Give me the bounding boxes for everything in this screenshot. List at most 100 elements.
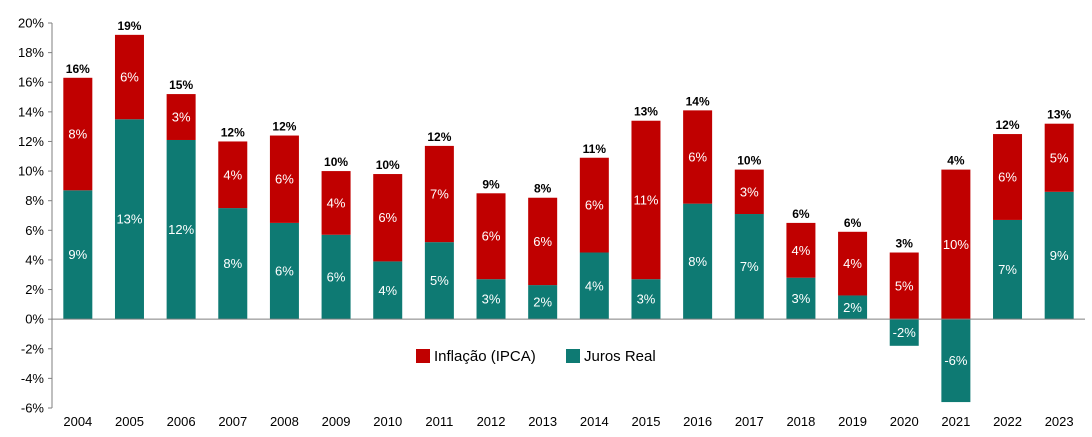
label-inflacao: 5% — [1050, 150, 1069, 165]
bar-juros-real — [941, 319, 971, 403]
label-juros-real: -6% — [944, 353, 968, 368]
label-total: 13% — [1047, 108, 1071, 122]
bar-inflacao — [166, 94, 196, 140]
bar-inflacao — [63, 77, 93, 191]
label-total: 12% — [272, 120, 296, 134]
bars-group: 9% 8% 16% 13% 6% 19% 12% 3% 15% 8% 4% 12% 6% 6% 12% 6% 4… — [63, 19, 1074, 403]
bar-juros-real — [786, 277, 816, 320]
bar-inflacao — [941, 169, 971, 320]
bar-inflacao — [218, 141, 248, 209]
x-tick-label: 2015 — [632, 414, 661, 429]
label-total: 3% — [896, 237, 914, 251]
label-inflacao: 8% — [68, 127, 87, 142]
x-tick-label: 2023 — [1045, 414, 1074, 429]
x-axis: 2004 2005 2006 2007 2008 2009 2010 2011 2012 2013… — [52, 318, 1085, 429]
label-juros-real: 3% — [792, 291, 811, 306]
bar-juros-real — [218, 208, 248, 320]
bar-juros-real — [631, 279, 661, 320]
label-total: 19% — [117, 19, 141, 33]
y-axis: -6% -4% -2% 0% 2% 4% 6% 8% 10% 12% 14% 16% 18% 20% — [18, 16, 53, 416]
bar-juros-real — [889, 319, 919, 346]
bar-inflacao — [993, 134, 1023, 220]
label-inflacao: 3% — [740, 184, 759, 199]
label-total: 12% — [427, 130, 451, 144]
label-juros-real: 9% — [1050, 248, 1069, 263]
x-tick-label: 2004 — [63, 414, 92, 429]
x-tick-label: 2016 — [683, 414, 712, 429]
x-tick-label: 2017 — [735, 414, 764, 429]
label-total: 11% — [583, 142, 607, 156]
label-total: 6% — [844, 216, 862, 230]
y-tick-label: 6% — [25, 223, 44, 238]
bar-juros-real — [528, 285, 558, 320]
bar-inflacao — [889, 252, 919, 320]
bar-juros-real — [1044, 191, 1074, 320]
label-inflacao: 3% — [172, 110, 191, 125]
label-inflacao: 7% — [430, 187, 449, 202]
bar-juros-real — [838, 295, 868, 320]
x-tick-label: 2006 — [167, 414, 196, 429]
label-juros-real: 13% — [116, 212, 142, 227]
bar-juros-real — [63, 190, 93, 320]
bar-juros-real — [993, 219, 1023, 320]
label-juros-real: 7% — [998, 262, 1017, 277]
y-tick-label: 0% — [25, 312, 44, 327]
label-inflacao: 4% — [327, 195, 346, 210]
label-inflacao: 11% — [633, 192, 658, 207]
x-tick-label: 2009 — [322, 414, 351, 429]
bar-inflacao — [631, 120, 661, 280]
label-total: 10% — [324, 155, 348, 169]
x-tick-label: 2011 — [425, 414, 453, 429]
bar-inflacao — [734, 169, 764, 215]
bar-juros-real — [734, 214, 764, 320]
bar-juros-real — [476, 279, 506, 320]
label-inflacao: 10% — [943, 237, 969, 252]
x-tick-label: 2022 — [993, 414, 1022, 429]
bar-inflacao — [528, 197, 558, 286]
label-inflacao: 6% — [998, 170, 1017, 185]
bar-juros-real — [579, 252, 609, 320]
label-inflacao: 4% — [792, 243, 811, 258]
x-tick-label: 2014 — [580, 414, 609, 429]
label-inflacao: 4% — [843, 256, 862, 271]
x-tick-label: 2008 — [270, 414, 299, 429]
label-juros-real: -2% — [893, 325, 917, 340]
y-tick-label: 14% — [18, 104, 44, 119]
bar-juros-real — [321, 234, 351, 320]
x-tick-label: 2021 — [941, 414, 970, 429]
label-total: 10% — [376, 158, 400, 172]
bar-juros-real — [114, 119, 144, 320]
bar-juros-real — [683, 203, 713, 320]
x-tick-label: 2007 — [218, 414, 247, 429]
label-juros-real: 6% — [327, 269, 346, 284]
bar-inflacao — [683, 110, 713, 204]
label-total: 9% — [482, 177, 500, 191]
label-inflacao: 6% — [120, 70, 139, 85]
label-inflacao: 6% — [688, 150, 707, 165]
label-total: 8% — [534, 182, 552, 196]
y-tick-label: 16% — [18, 75, 44, 90]
bar-inflacao — [321, 171, 351, 235]
legend-label-juros-real: Juros Real — [584, 348, 656, 365]
label-juros-real: 9% — [68, 247, 87, 262]
bar-juros-real — [424, 242, 454, 320]
bar-juros-real — [373, 261, 403, 320]
label-juros-real: 8% — [688, 254, 707, 269]
label-inflacao: 6% — [378, 210, 397, 225]
legend-swatch-juros-real — [566, 349, 580, 363]
label-juros-real: 6% — [275, 264, 294, 279]
label-juros-real: 4% — [585, 278, 604, 293]
y-tick-label: 8% — [25, 193, 44, 208]
y-tick-label: 18% — [18, 45, 44, 60]
y-tick-label: -2% — [21, 341, 45, 356]
y-tick-label: 20% — [18, 16, 44, 31]
label-total: 6% — [792, 207, 810, 221]
label-total: 12% — [221, 125, 245, 139]
y-tick-label: -4% — [21, 371, 45, 386]
bar-juros-real — [269, 222, 299, 320]
x-tick-label: 2010 — [373, 414, 402, 429]
bar-inflacao — [476, 193, 506, 280]
label-juros-real: 4% — [378, 283, 397, 298]
bar-inflacao — [269, 135, 299, 223]
bar-juros-real — [166, 139, 196, 320]
